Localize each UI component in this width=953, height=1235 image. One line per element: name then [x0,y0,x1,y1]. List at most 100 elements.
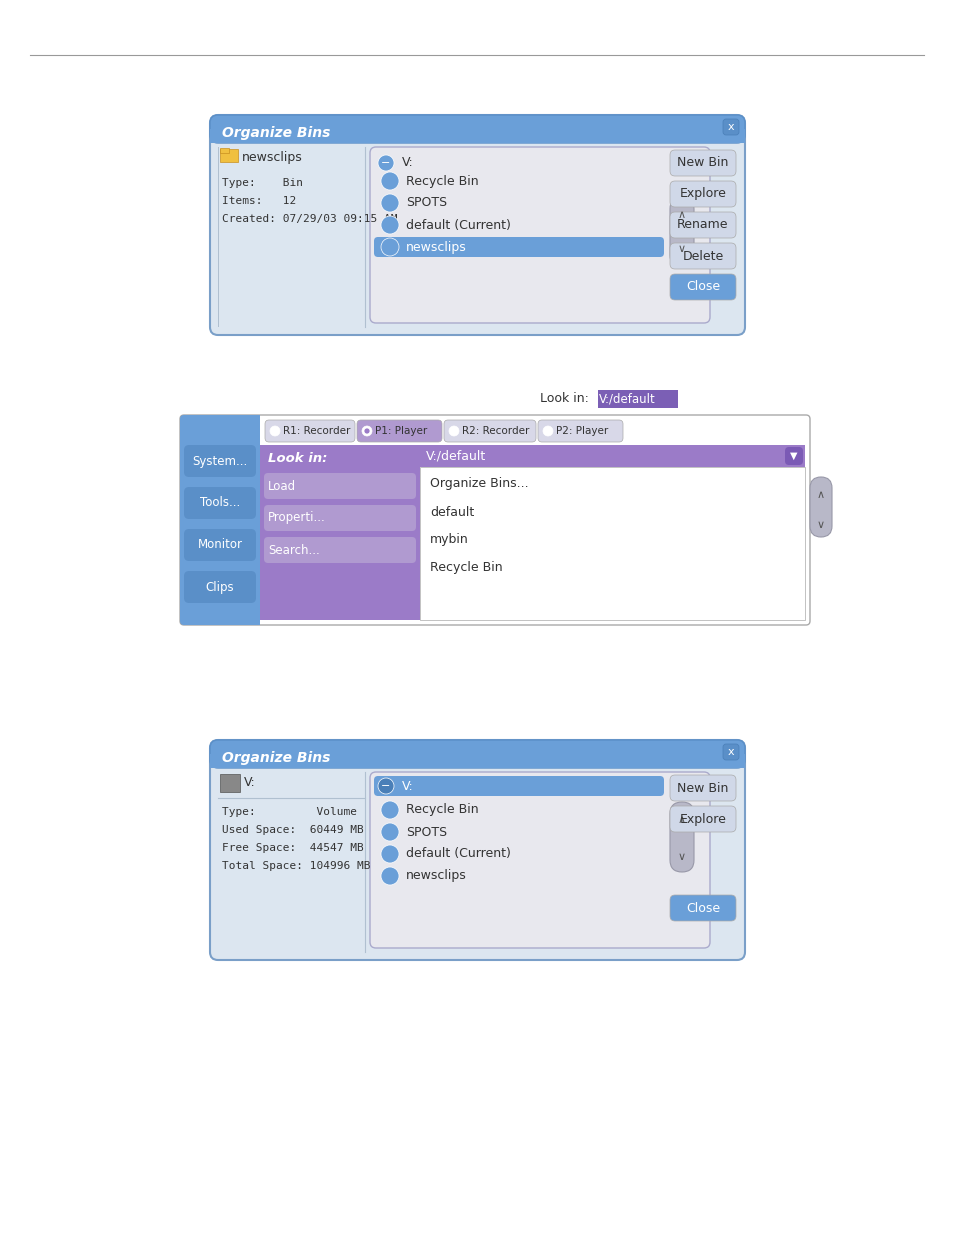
FancyBboxPatch shape [184,445,255,477]
FancyBboxPatch shape [537,420,622,442]
Text: default: default [430,505,474,519]
FancyBboxPatch shape [669,243,735,269]
Text: newsclips: newsclips [406,241,466,253]
Text: New Bin: New Bin [677,157,728,169]
Text: Properti...: Properti... [268,511,325,525]
Circle shape [380,867,398,885]
FancyBboxPatch shape [220,149,237,162]
Text: SPOTS: SPOTS [406,825,447,839]
Text: default (Current): default (Current) [406,219,511,231]
Text: Explore: Explore [679,813,725,825]
Circle shape [380,172,398,190]
Text: V:: V: [401,779,414,793]
Text: 💾: 💾 [226,776,233,790]
Circle shape [377,778,394,794]
Text: Rename: Rename [677,219,728,231]
Text: Total Space: 104996 MB: Total Space: 104996 MB [222,861,370,871]
Text: Tools...: Tools... [200,496,240,510]
FancyBboxPatch shape [443,420,536,442]
FancyBboxPatch shape [669,212,735,238]
Text: ∨: ∨ [816,520,824,530]
Bar [419,467,804,620]
Text: SPOTS: SPOTS [406,196,447,210]
Circle shape [542,426,553,436]
Text: V:/default: V:/default [598,393,655,405]
Text: ∧: ∧ [816,490,824,500]
Text: default (Current): default (Current) [406,847,511,861]
Circle shape [380,823,398,841]
Text: System...: System... [193,454,248,468]
Text: newsclips: newsclips [242,151,302,163]
FancyBboxPatch shape [669,149,735,177]
Text: newsclips: newsclips [406,869,466,883]
Text: V:: V: [401,157,414,169]
Text: Type:    Bin: Type: Bin [222,178,303,188]
FancyBboxPatch shape [356,420,441,442]
Text: Clips: Clips [206,580,234,594]
Bar [218,147,219,327]
FancyBboxPatch shape [370,147,709,324]
Text: P2: Player: P2: Player [556,426,608,436]
Text: ∧: ∧ [678,815,685,825]
FancyBboxPatch shape [220,148,229,153]
Circle shape [361,426,372,436]
Text: ∨: ∨ [678,245,685,254]
Text: R2: Recorder: R2: Recorder [461,426,529,436]
Circle shape [364,429,370,433]
Text: x: x [727,122,734,132]
Circle shape [380,194,398,212]
Text: −: − [381,781,391,790]
Bar [220,774,240,792]
Text: x: x [727,747,734,757]
Circle shape [380,216,398,233]
FancyBboxPatch shape [180,415,260,625]
Bar [260,445,419,620]
Text: Type:         Volume: Type: Volume [222,806,356,818]
FancyBboxPatch shape [370,772,709,948]
Text: Organize Bins: Organize Bins [222,126,330,140]
Text: Look in:: Look in: [539,391,588,405]
Text: ▼: ▼ [789,451,797,461]
Text: ∧: ∧ [678,210,685,220]
FancyBboxPatch shape [374,776,663,797]
Bar [419,445,804,467]
Circle shape [449,426,458,436]
FancyBboxPatch shape [669,776,735,802]
FancyBboxPatch shape [210,740,744,768]
FancyBboxPatch shape [722,119,739,135]
FancyBboxPatch shape [184,529,255,561]
Text: ∨: ∨ [678,852,685,862]
FancyBboxPatch shape [669,806,735,832]
FancyBboxPatch shape [210,115,744,335]
FancyBboxPatch shape [669,895,735,921]
Text: V:/default: V:/default [426,450,486,462]
Text: Monitor: Monitor [197,538,242,552]
Text: Organize Bins...: Organize Bins... [430,478,528,490]
Text: Recycle Bin: Recycle Bin [430,562,502,574]
FancyBboxPatch shape [210,740,744,960]
FancyBboxPatch shape [722,743,739,760]
Text: P1: Player: P1: Player [375,426,427,436]
FancyBboxPatch shape [265,420,355,442]
Text: Close: Close [685,280,720,294]
Text: Close: Close [685,902,720,914]
FancyBboxPatch shape [264,473,416,499]
Bar [184,415,260,625]
FancyBboxPatch shape [264,505,416,531]
Text: Load: Load [268,479,295,493]
FancyBboxPatch shape [669,802,693,872]
Text: Delete: Delete [681,249,723,263]
Circle shape [380,238,398,256]
FancyBboxPatch shape [264,537,416,563]
Text: Explore: Explore [679,188,725,200]
Text: Look in:: Look in: [268,452,327,466]
Text: R1: Recorder: R1: Recorder [283,426,350,436]
FancyBboxPatch shape [184,487,255,519]
Text: mybin: mybin [430,534,468,547]
Circle shape [380,845,398,863]
Text: Recycle Bin: Recycle Bin [406,174,478,188]
FancyBboxPatch shape [784,447,802,466]
Text: V:: V: [244,777,255,789]
FancyBboxPatch shape [210,115,744,143]
Text: Search...: Search... [268,543,319,557]
